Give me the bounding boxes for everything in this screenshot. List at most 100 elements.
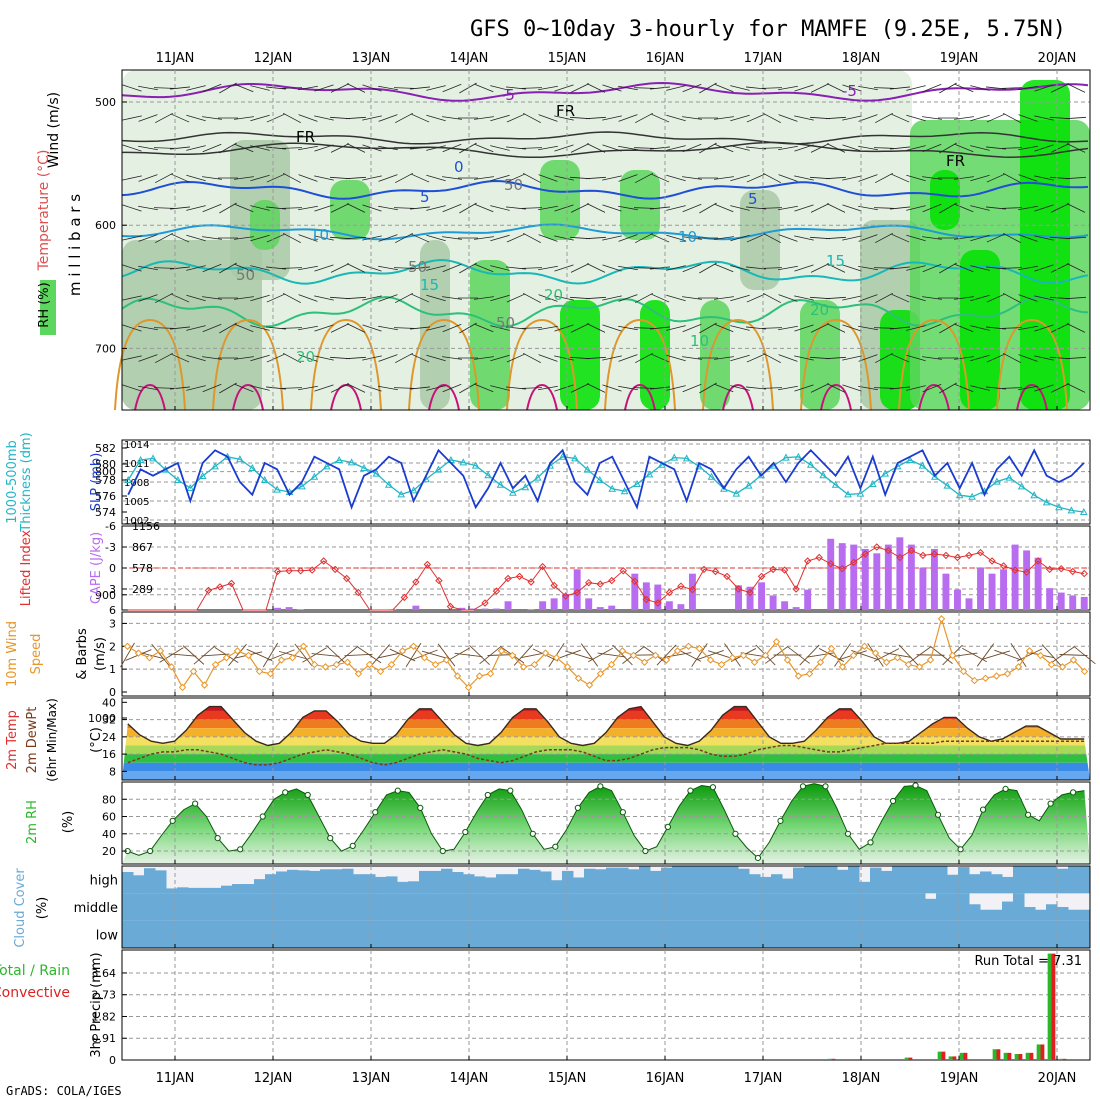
cloud-high-bar <box>254 879 266 894</box>
cloud-high-bar <box>1046 866 1058 894</box>
wind-barb <box>906 174 926 182</box>
wind-barb <box>906 325 926 331</box>
wind-barb <box>890 173 910 183</box>
surface-wind-barb <box>344 653 373 657</box>
wind-barb <box>602 384 622 392</box>
y-tick-label: 80 <box>102 793 116 806</box>
isotherm-freezing <box>122 141 1089 159</box>
cloud-middle-bar <box>892 893 904 921</box>
wind-barb <box>842 204 862 212</box>
cloud-low-bar <box>848 920 860 948</box>
cloud-middle-bar <box>529 893 541 921</box>
precip-total-bar <box>1036 1044 1041 1060</box>
surface-wind-barb <box>1041 644 1062 666</box>
wind-barb <box>939 382 957 394</box>
li-point <box>319 557 328 565</box>
wind-barb <box>298 114 318 122</box>
wind-barb <box>202 356 222 360</box>
wind-speed-point <box>332 660 341 669</box>
wind-barb <box>666 114 686 122</box>
cape-bar <box>954 589 961 610</box>
wind-barb <box>554 144 574 152</box>
cloud-high-bar <box>562 870 574 894</box>
cape-bar <box>470 608 477 610</box>
wind-barb <box>682 356 702 360</box>
thickness-point <box>558 452 567 460</box>
wind-speed-point <box>508 651 517 660</box>
cloud-high-bar <box>408 881 420 894</box>
thickness-point <box>186 483 195 491</box>
isotherm-25 <box>898 318 970 411</box>
cloud-high-bar <box>573 877 585 894</box>
wind-barb <box>345 236 367 240</box>
surface-wind-barb <box>405 642 422 668</box>
rh-point <box>912 782 919 789</box>
x-tick-label-bottom: 19JAN <box>940 1071 979 1086</box>
x-tick-label-bottom: 17JAN <box>744 1071 783 1086</box>
wind-speed-point <box>992 672 1001 680</box>
cloud-middle-bar <box>540 893 552 921</box>
cape-bar <box>861 548 869 610</box>
cape-bar <box>942 573 950 610</box>
wind-barb <box>618 294 638 302</box>
cloud-high-bar <box>507 874 519 894</box>
wind-barb <box>378 354 398 362</box>
x-tick-label-top: 13JAN <box>352 51 391 66</box>
cloud-high-bar <box>595 869 607 894</box>
cloud-low-bar <box>1079 920 1091 948</box>
wind-barb <box>378 294 398 302</box>
cape-bar <box>677 604 685 610</box>
wind-barb <box>954 263 974 273</box>
cloud-high-bar <box>672 866 684 894</box>
wind-barb <box>202 383 222 393</box>
cloud-middle-bar <box>133 893 145 921</box>
wind-barb <box>714 236 734 240</box>
wind-speed-point <box>123 642 132 650</box>
thickness-point <box>682 454 691 462</box>
wind-barb <box>330 263 350 273</box>
wind-barb <box>762 352 782 364</box>
isotherm-25 <box>310 318 382 411</box>
surface-wind-barb <box>851 650 878 660</box>
cloud-high-bar <box>265 874 277 894</box>
wind-barb <box>842 175 862 181</box>
wind-barb <box>314 115 334 121</box>
cloud-high-bar <box>617 867 629 894</box>
wind-barb <box>730 145 750 151</box>
cape-bar <box>631 573 639 610</box>
cape-bar <box>585 598 593 610</box>
wind-barb <box>602 235 622 241</box>
wind-barb <box>538 265 558 271</box>
wind-barb <box>825 356 847 360</box>
wind-speed-point <box>134 649 143 657</box>
wind-barb <box>666 174 686 182</box>
cloud-middle-bar <box>243 893 255 921</box>
wind-barb <box>282 112 302 124</box>
wind-barb <box>746 113 766 123</box>
y-tick-label: 3 <box>109 617 116 630</box>
wind-barb <box>234 263 254 273</box>
wind-barb <box>410 353 430 363</box>
wind-speed-point <box>585 681 594 689</box>
wind-barb <box>873 87 895 89</box>
wind-barb <box>1066 323 1086 333</box>
cloud-y-label-2: (%) <box>35 897 50 920</box>
wind-y-label-2: Speed <box>29 634 44 675</box>
y-tick-label: 16 <box>102 748 116 761</box>
li-point <box>527 578 535 586</box>
li-point <box>642 595 651 604</box>
cloud-low-bar <box>210 920 222 948</box>
cape-bar <box>873 553 881 610</box>
wind-barb <box>826 203 846 213</box>
wind-barb <box>314 175 334 181</box>
wind-barb <box>585 116 607 120</box>
wind-barb <box>298 205 318 211</box>
cloud-low-bar <box>771 920 783 948</box>
wind-barb <box>554 175 574 181</box>
cloud-middle-bar <box>474 893 486 921</box>
wind-barb <box>1066 263 1086 273</box>
wind-barb <box>459 322 477 334</box>
wind-barb <box>650 353 670 363</box>
contour-label: 5 <box>420 188 430 206</box>
cloud-middle-bar <box>793 893 805 921</box>
